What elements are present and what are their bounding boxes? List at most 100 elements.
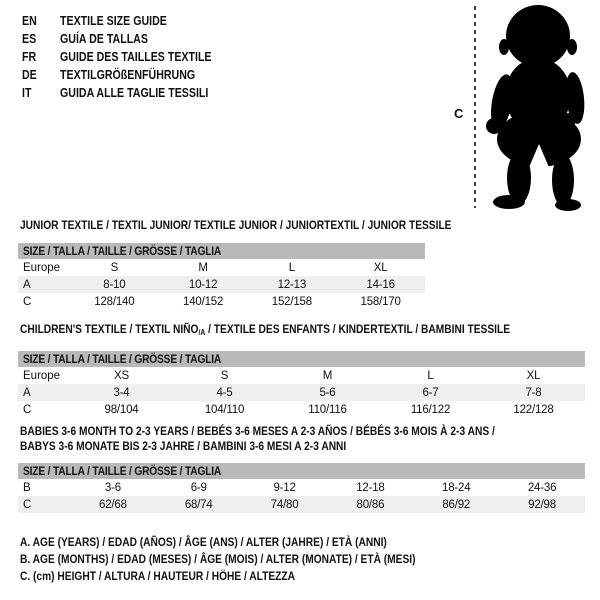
lang-row-de: DE TEXTILGRÖßENFÜHRUNG [22,66,238,84]
row-label: Europe [23,261,61,274]
babies-size-table: SIZE / TALLA / TAILLE / GRÖSSE / TAGLIA … [18,463,585,513]
measurement-legend: A. AGE (YEARS) / EDAD (AÑOS) / ÂGE (ANS)… [20,533,485,584]
value-cell: 74/80 [241,496,328,513]
value-cell: 98/104 [104,403,139,416]
value-cell: 86/92 [413,496,500,513]
size-cell: XS [114,369,129,382]
size-cell: L [427,369,434,382]
junior-textile-section: JUNIOR TEXTILE / TEXTIL JUNIOR/ TEXTILE … [18,218,451,310]
lang-row-it: IT GUIDA ALLE TAGLIE TESSILI [22,84,238,102]
legend-line-a: A. AGE (YEARS) / EDAD (AÑOS) / ÂGE (ANS)… [20,533,485,550]
table-row-age: A 8-10 10-12 12-13 14-16 [18,276,425,293]
value-cell: 110/116 [308,403,347,416]
size-cell: L [288,261,295,274]
lang-code-text: EN [22,14,37,28]
lang-title-text: GUÍA DE TALLAS [60,32,148,46]
value-cell: 24-36 [527,481,557,494]
size-cell: M [198,261,208,274]
row-label: Europe [23,369,61,382]
legend-line-c: C. (cm) HEIGHT / ALTURA / HAUTEUR / HÖHE… [20,567,485,584]
value-cell: 128/140 [94,295,135,308]
table-row-europe: Europe S M L XL [18,259,425,276]
children-table-title-text: CHILDREN'S TEXTILE / TEXTIL NIÑO/A / TEX… [20,322,510,340]
lang-code-text: FR [22,50,37,64]
children-textile-section: CHILDREN'S TEXTILE / TEXTIL NIÑO/A / TEX… [18,322,585,418]
legend-line-b: B. AGE (MONTHS) / EDAD (MESES) / ÂGE (MO… [20,550,485,567]
lang-row-en: EN TEXTILE SIZE GUIDE [22,12,238,30]
row-label: C [23,403,32,416]
value-cell: 68/74 [155,496,242,513]
lang-code-text: DE [22,68,37,82]
value-cell: 7-8 [482,384,585,401]
size-cell: XL [526,369,541,382]
value-cell: 8-10 [70,276,159,293]
value-cell: 10-12 [158,276,248,293]
row-label: B [23,481,31,494]
table-row-height: C 98/104 104/110 110/116 116/122 122/128 [18,401,585,418]
babies-table-title-line2: BABYS 3-6 MONATE BIS 2-3 JAHRE / BAMBINI… [18,439,585,454]
lang-title-text: TEXTILGRÖßENFÜHRUNG [60,68,196,82]
size-header-text: SIZE / TALLA / TAILLE / GRÖSSE / TAGLIA [23,352,222,366]
value-cell: 18-24 [442,481,471,494]
junior-table-title: JUNIOR TEXTILE / TEXTIL JUNIOR/ TEXTILE … [18,218,451,233]
row-label: C [18,496,70,513]
table-row-europe: Europe XS S M L XL [18,367,585,384]
value-cell: 12-13 [247,276,337,293]
lang-title: TEXTILE SIZE GUIDE [60,14,186,28]
height-measure-dashed-line [474,6,476,208]
language-header: EN TEXTILE SIZE GUIDE ES GUÍA DE TALLAS … [22,12,238,102]
value-cell: 92/98 [499,496,585,513]
lang-title: TEXTILGRÖßENFÜHRUNG [60,68,219,82]
size-header-bar: SIZE / TALLA / TAILLE / GRÖSSE / TAGLIA [18,463,585,479]
lang-title-text: GUIDE DES TAILLES TEXTILE [60,50,212,64]
babies-title-text-2: BABYS 3-6 MONATE BIS 2-3 JAHRE / BAMBINI… [20,439,347,453]
value-cell: 158/170 [360,295,401,308]
legend-text-c: C. (cm) HEIGHT / ALTURA / HAUTEUR / HÖHE… [20,568,296,583]
size-header-cell: SIZE / TALLA / TAILLE / GRÖSSE / TAGLIA [18,351,585,367]
size-header-bar: SIZE / TALLA / TAILLE / GRÖSSE / TAGLIA [18,351,585,367]
title-subscript: /A [198,328,206,337]
table-row-age-months: B 3-6 6-9 9-12 12-18 18-24 24-36 [18,479,585,496]
lang-code: ES [22,32,60,46]
value-cell: 5-6 [276,384,379,401]
table-row-height: C 62/68 68/74 74/80 80/86 86/92 92/98 [18,496,585,513]
lang-row-es: ES GUÍA DE TALLAS [22,30,238,48]
value-cell: 3-6 [104,481,121,494]
value-cell: 140/152 [183,295,224,308]
babies-title-text-1: BABIES 3-6 MONTH TO 2-3 YEARS / BEBÉS 3-… [20,424,495,438]
size-header-cell: SIZE / TALLA / TAILLE / GRÖSSE / TAGLIA [18,243,425,259]
size-header-cell: SIZE / TALLA / TAILLE / GRÖSSE / TAGLIA [18,463,585,479]
lang-code-text: IT [22,86,32,100]
baby-silhouette-icon [486,5,585,211]
lang-code: IT [22,86,60,100]
title-post: / TEXTILE DES ENFANTS / KINDERTEXTIL / B… [205,322,510,336]
value-cell: 4-5 [173,384,276,401]
babies-textile-section: BABIES 3-6 MONTH TO 2-3 YEARS / BEBÉS 3-… [18,424,585,513]
table-row-height: C 128/140 140/152 152/158 158/170 [18,293,425,310]
legend-text-b: B. AGE (MONTHS) / EDAD (MESES) / ÂGE (MO… [20,551,416,566]
lang-title-text: TEXTILE SIZE GUIDE [60,14,167,28]
size-header-text: SIZE / TALLA / TAILLE / GRÖSSE / TAGLIA [23,464,222,478]
row-label: C [23,295,32,308]
size-cell: S [110,261,119,274]
value-cell: 6-7 [379,384,482,401]
size-header-text: SIZE / TALLA / TAILLE / GRÖSSE / TAGLIA [23,244,222,258]
lang-title: GUIDE DES TAILLES TEXTILE [60,50,238,64]
lang-code: DE [22,68,60,82]
lang-code: FR [22,50,60,64]
lang-title: GUIDA ALLE TAGLIE TESSILI [60,86,235,100]
table-row-age: A 3-4 4-5 5-6 6-7 7-8 [18,384,585,401]
value-cell: 80/86 [327,496,414,513]
value-cell: 104/110 [204,403,245,416]
junior-size-table: SIZE / TALLA / TAILLE / GRÖSSE / TAGLIA … [18,243,425,310]
lang-code: EN [22,14,60,28]
value-cell: 3-4 [70,384,173,401]
lang-title-text: GUIDA ALLE TAGLIE TESSILI [60,86,209,100]
title-pre: CHILDREN'S TEXTILE / TEXTIL NIÑO [20,322,199,336]
lang-title: GUÍA DE TALLAS [60,32,163,46]
junior-table-title-text: JUNIOR TEXTILE / TEXTIL JUNIOR/ TEXTILE … [20,218,452,232]
value-cell: 116/122 [410,403,451,416]
children-table-title: CHILDREN'S TEXTILE / TEXTIL NIÑO/A / TEX… [18,322,585,340]
size-cell: S [220,369,229,382]
